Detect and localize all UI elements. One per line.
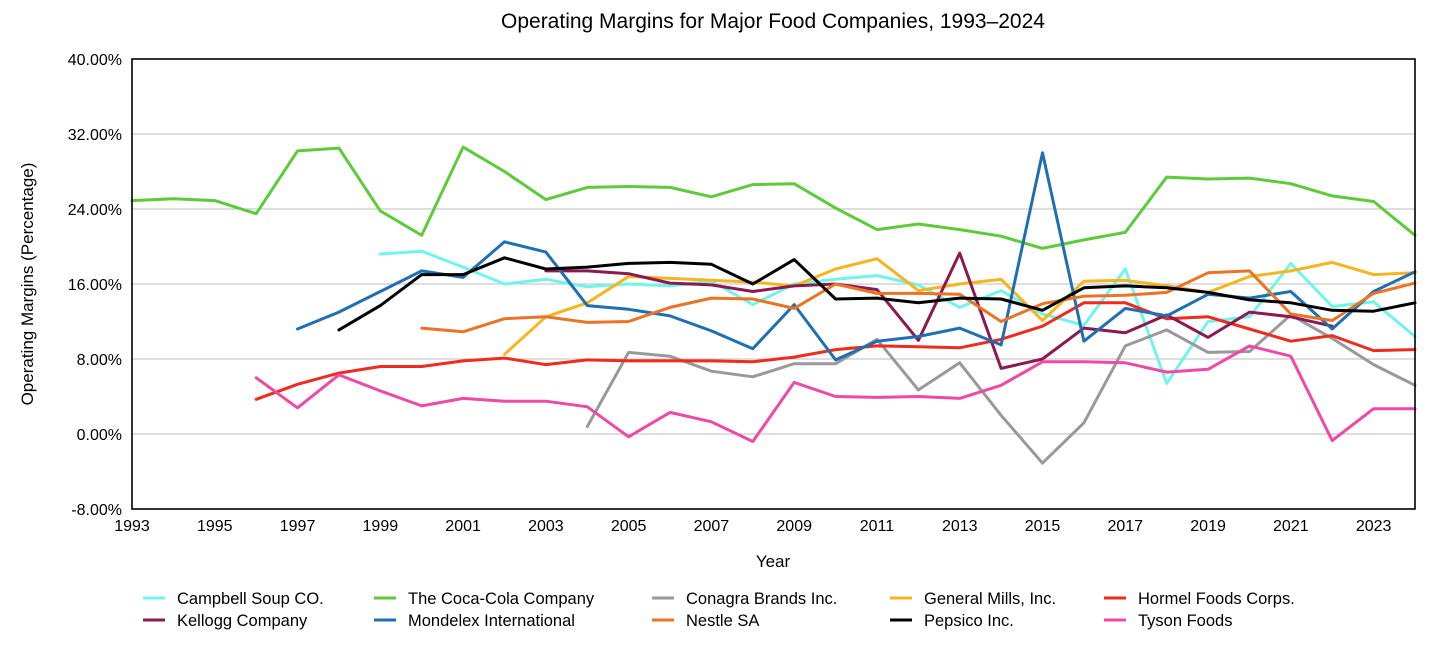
series-line-8 — [337, 256, 1417, 332]
legend-label: Hormel Foods Corps. — [1138, 590, 1295, 608]
y-tick-label: 32.00% — [68, 127, 122, 144]
legend-label: Kellogg Company — [177, 612, 308, 630]
y-axis-ticks: 40.00% 32.00% 24.00% 16.00% 8.00% 0.00% -8.00% — [68, 52, 122, 519]
series-line-7 — [420, 269, 1417, 334]
legend-label: Conagra Brands Inc. — [686, 590, 837, 608]
x-tick-label: 2003 — [528, 518, 564, 535]
series-line-5 — [544, 251, 1334, 370]
y-tick-label: 16.00% — [68, 277, 122, 294]
legend-label: General Mills, Inc. — [924, 590, 1056, 608]
legend-label: Tyson Foods — [1138, 612, 1232, 630]
y-tick-label: 0.00% — [77, 427, 122, 444]
x-tick-label: 2017 — [1107, 518, 1143, 535]
x-tick-label: 2009 — [776, 518, 812, 535]
x-tick-label: 2001 — [445, 518, 481, 535]
y-tick-label: 24.00% — [68, 202, 122, 219]
y-tick-label: 40.00% — [68, 52, 122, 69]
series-line-2 — [585, 313, 1417, 465]
x-tick-label: 2011 — [860, 518, 895, 535]
x-tick-label: 2005 — [611, 518, 647, 535]
x-tick-label: 2019 — [1190, 518, 1226, 535]
legend-label: Campbell Soup CO. — [177, 590, 324, 608]
x-tick-label: 2013 — [942, 518, 978, 535]
series-line-1 — [130, 145, 1417, 250]
x-tick-label: 1995 — [197, 518, 233, 535]
y-tick-label: -8.00% — [71, 502, 122, 519]
x-tick-label: 1999 — [363, 518, 399, 535]
x-tick-label: 2023 — [1356, 518, 1392, 535]
plot-frame — [131, 58, 1416, 510]
legend-label: The Coca-Cola Company — [408, 590, 595, 608]
series-line-3 — [503, 257, 1417, 356]
series-line-9 — [254, 344, 1417, 443]
legend: Campbell Soup CO. The Coca-Cola Company Co… — [143, 590, 1295, 630]
legend-label: Mondelex International — [408, 612, 575, 630]
series-line-4 — [254, 301, 1417, 401]
chart-title: Operating Margins for Major Food Compani… — [501, 10, 1045, 33]
legend-label: Nestle SA — [686, 612, 759, 630]
x-axis-ticks: 1993 1995 1997 1999 2001 2003 2005 2007 2009 2011… — [114, 518, 1391, 535]
x-tick-label: 2015 — [1025, 518, 1061, 535]
x-tick-label: 2021 — [1273, 518, 1309, 535]
y-tick-label: 8.00% — [77, 352, 122, 369]
x-tick-label: 2007 — [694, 518, 730, 535]
series-lines — [130, 145, 1417, 465]
x-tick-label: 1997 — [280, 518, 316, 535]
legend-label: Pepsico Inc. — [924, 612, 1014, 630]
x-axis-label: Year — [756, 552, 791, 571]
x-tick-label: 1993 — [114, 518, 150, 535]
y-axis-label: Operating Margins (Percentage) — [18, 163, 37, 406]
